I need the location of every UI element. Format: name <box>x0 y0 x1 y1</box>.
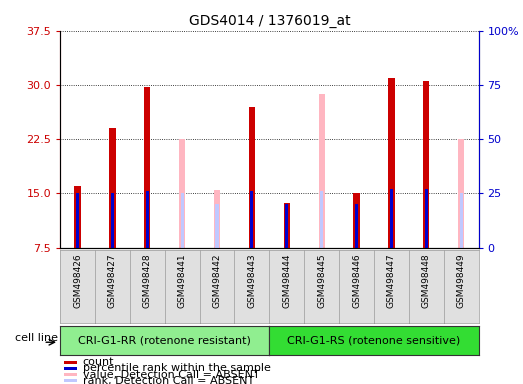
Bar <box>144 87 151 248</box>
Text: value, Detection Call = ABSENT: value, Detection Call = ABSENT <box>83 370 259 380</box>
Title: GDS4014 / 1376019_at: GDS4014 / 1376019_at <box>188 14 350 28</box>
Bar <box>64 373 77 376</box>
Bar <box>251 191 254 248</box>
Text: GSM498428: GSM498428 <box>143 253 152 308</box>
Text: GSM498444: GSM498444 <box>282 253 291 308</box>
Bar <box>146 191 149 248</box>
Bar <box>319 94 325 248</box>
Bar <box>111 194 114 248</box>
Bar <box>214 190 220 248</box>
Text: rank, Detection Call = ABSENT: rank, Detection Call = ABSENT <box>83 376 254 384</box>
Text: GSM498441: GSM498441 <box>178 253 187 308</box>
Text: GSM498445: GSM498445 <box>317 253 326 308</box>
Text: GSM498448: GSM498448 <box>422 253 431 308</box>
Bar <box>390 189 393 248</box>
Text: GSM498449: GSM498449 <box>457 253 465 308</box>
Text: GSM498442: GSM498442 <box>212 253 222 308</box>
Bar <box>425 189 428 248</box>
Text: GSM498446: GSM498446 <box>352 253 361 308</box>
Text: count: count <box>83 357 114 367</box>
Text: GSM498447: GSM498447 <box>387 253 396 308</box>
Bar <box>180 194 184 248</box>
Bar <box>355 204 358 248</box>
Text: CRI-G1-RR (rotenone resistant): CRI-G1-RR (rotenone resistant) <box>78 336 251 346</box>
Bar <box>64 361 77 364</box>
Text: CRI-G1-RS (rotenone sensitive): CRI-G1-RS (rotenone sensitive) <box>287 336 461 346</box>
Bar <box>283 203 290 248</box>
Bar <box>285 204 288 248</box>
Bar <box>249 107 255 248</box>
Text: cell line: cell line <box>15 333 58 343</box>
Text: percentile rank within the sample: percentile rank within the sample <box>83 363 270 373</box>
Bar <box>74 186 81 248</box>
Bar <box>320 191 323 248</box>
Bar <box>215 204 219 248</box>
Bar <box>76 194 79 248</box>
Bar <box>458 139 464 248</box>
Bar <box>388 78 394 248</box>
Bar <box>423 81 429 248</box>
Text: GSM498427: GSM498427 <box>108 253 117 308</box>
Bar <box>354 194 360 248</box>
Text: GSM498443: GSM498443 <box>247 253 256 308</box>
Bar <box>64 367 77 370</box>
Text: GSM498426: GSM498426 <box>73 253 82 308</box>
Bar <box>460 194 463 248</box>
Bar <box>64 379 77 382</box>
Bar <box>179 139 185 248</box>
Bar <box>109 128 116 248</box>
